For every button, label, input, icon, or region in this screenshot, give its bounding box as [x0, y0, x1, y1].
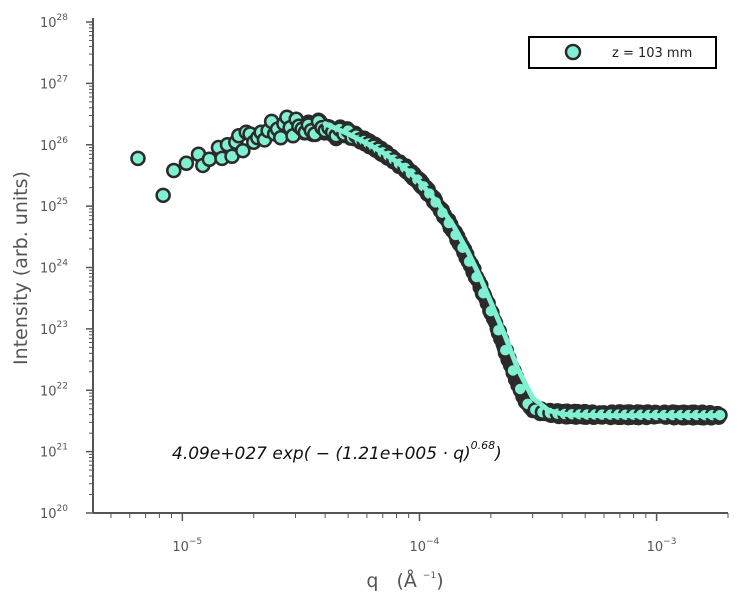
legend: z = 103 mm: [528, 36, 717, 69]
y-tick-label: 1021: [40, 443, 68, 461]
x-axis-unit-exponent: −1: [423, 571, 436, 581]
x-axis-open-paren: (: [396, 570, 403, 592]
x-axis-unit: Å: [404, 569, 417, 592]
fit-line: [322, 121, 726, 419]
x-tick-label: 10−4: [409, 537, 439, 555]
fit-equation-main: 4.09e+027 exp( − (1.21e+005 · q): [172, 444, 471, 464]
data-point: [130, 150, 146, 167]
y-tick-label: 1020: [40, 504, 68, 522]
y-tick-label: 1022: [40, 381, 68, 399]
y-tick-label: 1028: [40, 13, 68, 31]
data-point: [166, 162, 182, 179]
data-point: [155, 187, 171, 204]
y-axis-title: Intensity (arb. units): [10, 171, 32, 365]
y-tick-label: 1026: [40, 136, 68, 154]
data-point: [235, 142, 251, 159]
legend-marker: [564, 43, 582, 61]
data-point: [201, 151, 218, 168]
x-tick-label: 10−3: [647, 537, 677, 555]
x-tick-label: 10−5: [172, 537, 202, 555]
data-point: [178, 155, 195, 171]
y-tick-label: 1024: [40, 259, 68, 277]
fit-series: [322, 121, 726, 419]
legend-box: [528, 36, 717, 69]
legend-label: z = 103 mm: [612, 46, 692, 61]
scatter-series: [130, 109, 728, 426]
axes: 1020 1021 1022 1023 1024 1025 1026 1027 1028 10−5…: [40, 13, 729, 555]
y-tick-label: 1025: [40, 197, 68, 215]
y-tick-label: 1027: [40, 74, 68, 92]
fit-equation-exponent: 0.68: [471, 439, 496, 452]
fit-equation-close: ): [493, 444, 502, 464]
x-axis-title: q (Å −1): [366, 569, 443, 592]
y-tick-label: 1023: [40, 320, 68, 338]
x-axis-symbol: q: [366, 570, 378, 592]
x-axis-close-paren: ): [436, 570, 443, 592]
fit-equation: 4.09e+027 exp( − (1.21e+005 · q)0.68): [172, 439, 502, 464]
